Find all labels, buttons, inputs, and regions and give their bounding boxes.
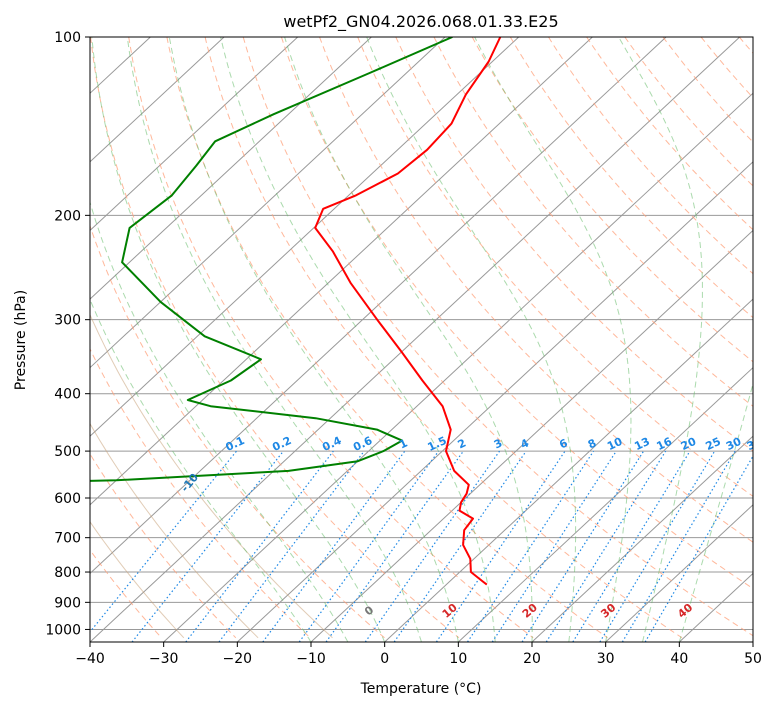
dry-adiabat-line	[357, 37, 753, 497]
x-tick-label: 30	[597, 651, 615, 667]
data-layer	[90, 37, 502, 586]
dewpoint-profile-line	[90, 37, 453, 482]
mixing-ratio-label: 36	[745, 435, 765, 453]
mixing-ratio-line	[393, 450, 527, 642]
isotherm-line	[457, 366, 753, 642]
reference-adiabat-line	[90, 520, 185, 639]
mixing-ratio-line	[599, 450, 716, 642]
x-tick-label: −40	[75, 651, 105, 667]
dry-adiabat-line	[662, 37, 753, 143]
x-tick-label: −10	[296, 651, 326, 667]
mixing-ratio-label: 30	[724, 435, 744, 453]
y-tick-label: 1000	[45, 622, 81, 638]
dry-adiabat-line	[90, 37, 460, 639]
moist-adiabat-line	[91, 37, 386, 642]
mixing-ratio-line	[185, 450, 334, 642]
x-tick-label: 20	[523, 651, 541, 667]
dry-adiabat-line	[166, 37, 608, 639]
chart-title: wetPf2_GN04.2026.068.01.33.E25	[283, 12, 558, 32]
moist-adiabat-line	[220, 37, 496, 642]
isotherm-line	[90, 37, 667, 575]
moist-adiabat-line	[678, 381, 753, 642]
mixing-ratio-label: 20	[679, 435, 699, 453]
isotherm-line	[90, 37, 299, 232]
y-tick-label: 100	[54, 30, 81, 46]
mixing-ratio-line	[521, 450, 645, 642]
moist-adiabat-line	[90, 298, 312, 642]
temperature-profile-line	[314, 37, 502, 586]
isotherm-line	[90, 37, 446, 369]
dry-adiabat-line	[242, 37, 753, 637]
y-tick-label: 200	[54, 208, 81, 224]
moist-adiabat-line	[618, 37, 703, 642]
reference-adiabat-line	[90, 422, 259, 639]
mixing-ratio-line	[572, 450, 691, 642]
y-tick-label: 700	[54, 531, 81, 547]
dry-adiabat-line	[90, 224, 385, 639]
mixing-ratio-line	[131, 450, 284, 642]
x-axis-label: Temperature (°C)	[360, 681, 482, 697]
isotherm-line	[310, 229, 753, 642]
y-tick-label: 400	[54, 387, 81, 403]
isotherm-line	[90, 37, 372, 300]
moist-adiabat-line	[474, 37, 632, 642]
y-tick-label: 800	[54, 565, 81, 581]
isotherm-line	[90, 37, 225, 163]
dry-adiabat-line	[280, 37, 753, 590]
tick-layer: −40 −30 −20 −10 0 10 20 30 40 50 100 200 300 400 500 60…	[45, 30, 762, 667]
isotherm-line	[605, 504, 753, 642]
isotherm-line	[236, 161, 753, 642]
mixing-ratio-label: 13	[632, 435, 651, 453]
isotherm-line	[531, 435, 753, 642]
mixing-ratio-label: 16	[655, 435, 675, 453]
y-tick-label: 600	[54, 491, 81, 507]
dry-adiabat-line	[395, 37, 753, 452]
x-tick-label: 40	[670, 651, 688, 667]
mixing-ratio-line	[644, 454, 753, 642]
isotherm-line	[384, 298, 753, 642]
isotherm-line	[163, 92, 753, 642]
isotherm-line	[90, 37, 593, 506]
mixing-ratio-line	[545, 450, 667, 642]
dry-adiabat-line	[548, 37, 753, 275]
mixing-ratio-label: 25	[703, 435, 722, 453]
dry-adiabat-line	[204, 37, 683, 639]
mixing-ratio-line	[364, 450, 501, 642]
dry-adiabat-line	[128, 37, 534, 639]
mixing-ratio-label: 10	[605, 435, 625, 453]
plot-frame	[89, 36, 754, 643]
dry-adiabat-line	[509, 37, 753, 319]
moist-adiabat-line	[366, 37, 577, 642]
dry-adiabat-line	[471, 37, 753, 363]
y-axis-label: Pressure (hPa)	[13, 290, 29, 390]
grid-layer	[90, 37, 753, 642]
mixing-ratio-line	[621, 450, 736, 642]
mixing-ratio-line	[298, 450, 440, 642]
x-tick-label: −20	[223, 651, 253, 667]
isotherm-line	[90, 37, 520, 437]
y-tick-label: 300	[54, 313, 81, 329]
moist-adiabat-line	[284, 37, 533, 642]
y-tick-label: 900	[54, 595, 81, 611]
x-tick-label: 50	[744, 651, 762, 667]
isotherm-line	[90, 37, 741, 642]
x-tick-label: 0	[380, 651, 389, 667]
dry-adiabat-line	[433, 37, 753, 407]
reference-adiabat-line	[90, 313, 333, 639]
x-tick-label: 10	[449, 651, 467, 667]
mixing-ratio-line	[90, 450, 238, 633]
moist-adiabat-line	[168, 37, 459, 642]
y-tick-label: 500	[54, 444, 81, 460]
x-tick-label: −30	[149, 651, 179, 667]
moist-adiabat-line	[126, 37, 422, 642]
